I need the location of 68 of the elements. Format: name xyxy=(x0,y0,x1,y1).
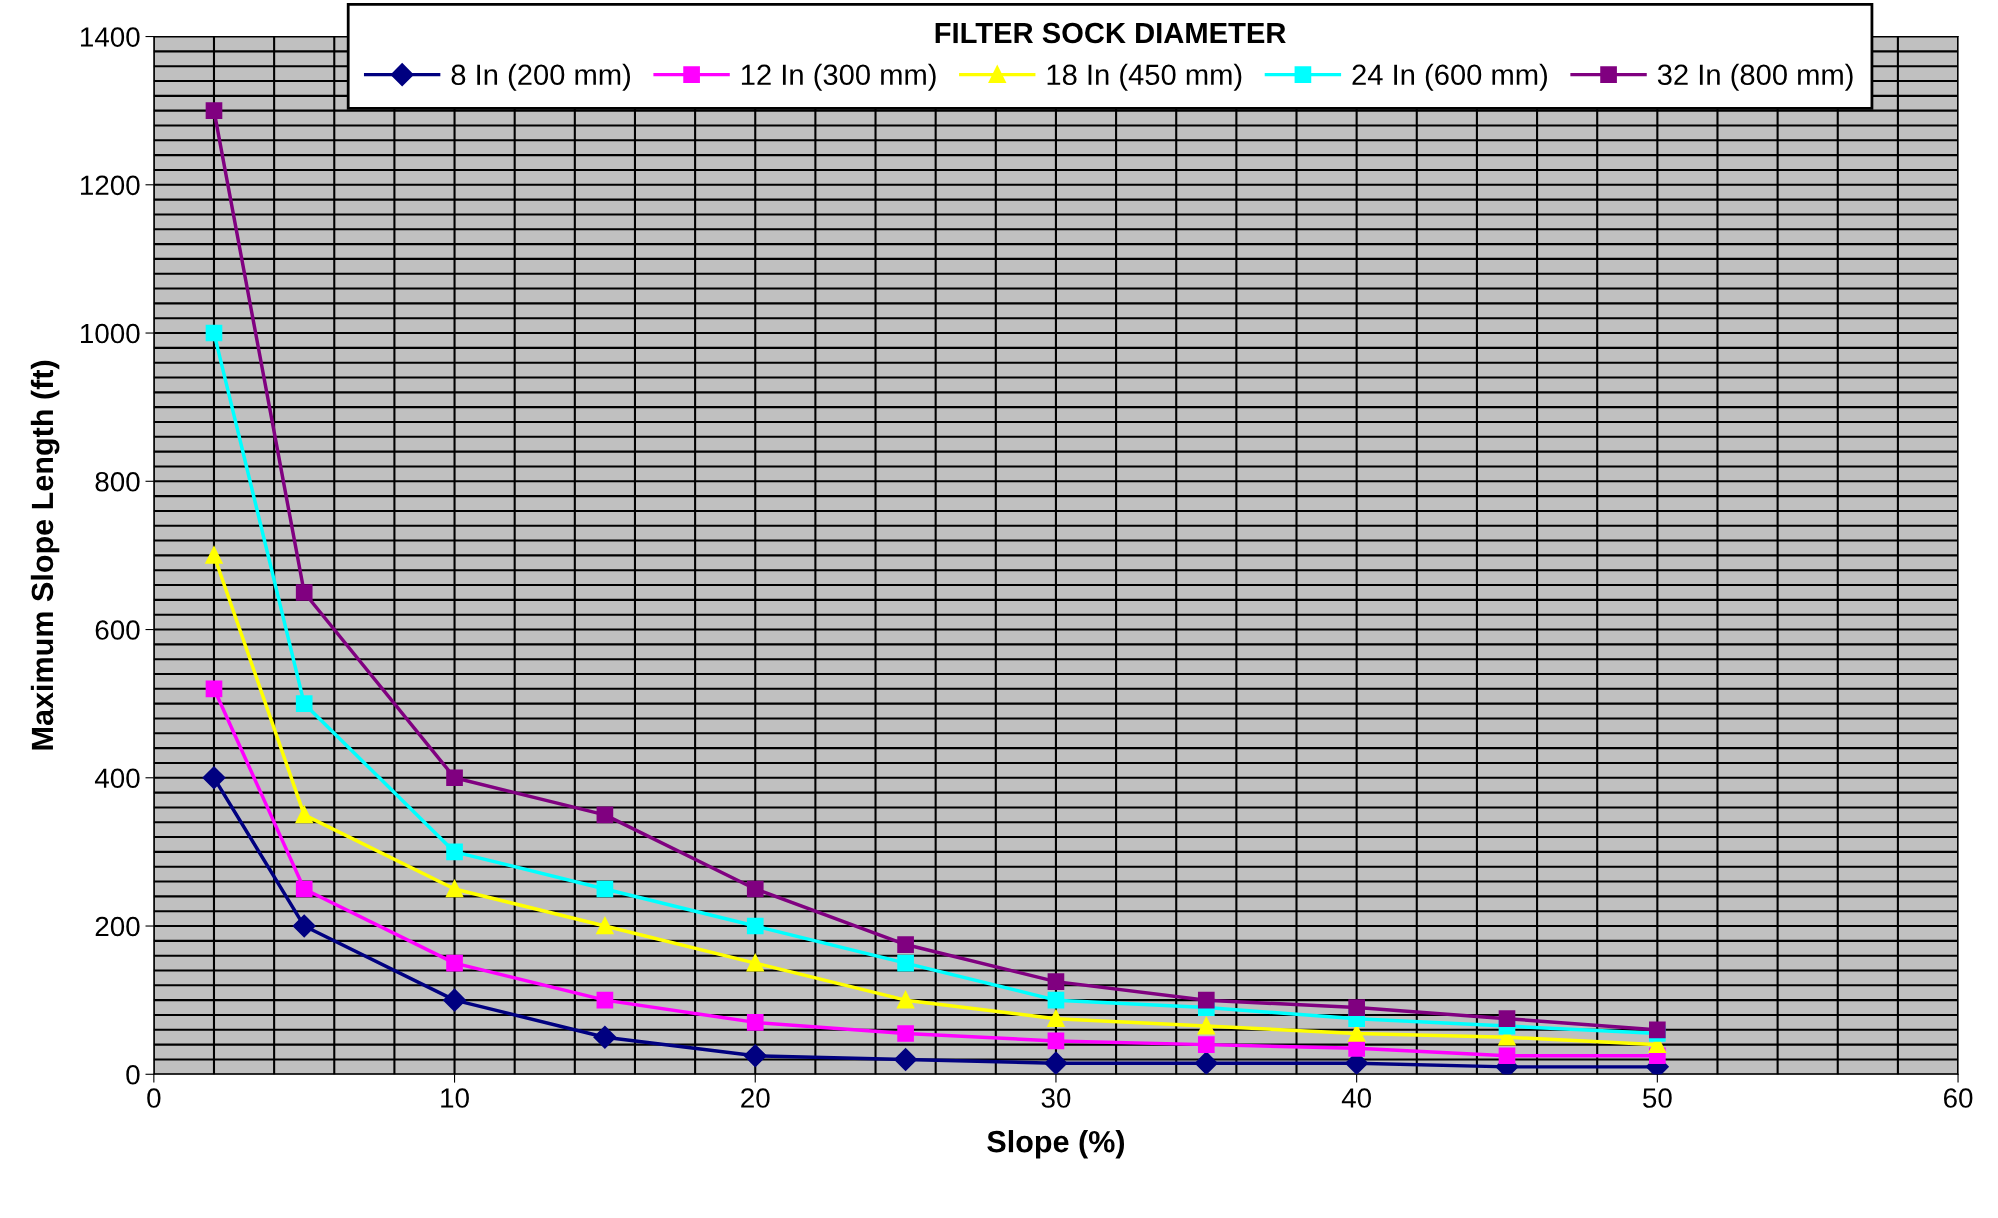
legend-label: 24 In (600 mm) xyxy=(1352,63,1547,91)
point xyxy=(596,917,614,935)
point xyxy=(446,954,463,972)
x-tick-label: 40 xyxy=(1341,1088,1372,1108)
point xyxy=(1047,973,1065,990)
point xyxy=(593,1026,617,1049)
point xyxy=(1197,1017,1215,1035)
point xyxy=(1348,1040,1365,1057)
point xyxy=(295,880,313,898)
point xyxy=(1195,1051,1218,1075)
point xyxy=(295,584,313,601)
legend-label: 8 In (200 mm) xyxy=(451,63,631,91)
point xyxy=(596,991,614,1009)
point xyxy=(1348,999,1365,1016)
legend-title: FILTER SOCK DIAMETER xyxy=(935,22,1286,44)
y-tick-label: 600 xyxy=(95,620,140,640)
point xyxy=(1047,991,1065,1009)
y-tick-label: 800 xyxy=(95,471,140,492)
point xyxy=(202,766,226,789)
point xyxy=(205,680,223,698)
point xyxy=(205,324,223,342)
point xyxy=(1649,1021,1666,1039)
point xyxy=(746,1014,764,1031)
y-axis-title: Maximum Slope Length (ft) xyxy=(30,360,60,750)
y-tick-label: 1000 xyxy=(80,323,140,344)
point xyxy=(897,1025,914,1042)
point xyxy=(1498,1010,1516,1028)
x-tick-label: 60 xyxy=(1944,1088,1973,1108)
point xyxy=(446,769,463,787)
point xyxy=(746,880,764,898)
x-tick-label: 50 xyxy=(1643,1088,1672,1108)
x-tick-label: 10 xyxy=(441,1088,469,1108)
point xyxy=(1348,1025,1365,1042)
point xyxy=(897,936,914,953)
point xyxy=(205,547,223,564)
point xyxy=(746,954,764,972)
point xyxy=(897,954,914,972)
x-tick-label: 0 xyxy=(147,1088,161,1108)
point xyxy=(295,695,313,712)
x-tick-label: 30 xyxy=(1041,1088,1071,1108)
point xyxy=(1197,991,1215,1009)
x-tick-label: 20 xyxy=(741,1088,770,1108)
point xyxy=(1498,1047,1516,1065)
point xyxy=(596,806,614,824)
point xyxy=(1047,1032,1065,1050)
point xyxy=(894,1048,917,1071)
point xyxy=(1047,1010,1065,1028)
point xyxy=(1044,1051,1068,1075)
point xyxy=(746,917,764,935)
y-tick-label: 400 xyxy=(94,768,140,789)
y-tick-label: 1400 xyxy=(80,27,140,47)
point xyxy=(295,804,314,824)
point xyxy=(443,988,466,1012)
legend-label: 18 In (450 mm) xyxy=(1047,63,1242,91)
y-tick-label: 1200 xyxy=(80,175,140,196)
x-axis-title: Slope (%) xyxy=(987,1130,1125,1159)
point xyxy=(446,880,463,898)
point xyxy=(744,1044,767,1067)
point xyxy=(596,880,614,898)
y-tick-label: 200 xyxy=(95,916,140,937)
y-tick-label: 0 xyxy=(126,1064,140,1085)
legend-label: 12 In (300 mm) xyxy=(741,63,936,91)
point xyxy=(446,843,463,861)
point xyxy=(897,991,914,1009)
point xyxy=(292,914,316,938)
legend-label: 32 In (800 mm) xyxy=(1657,63,1853,91)
point xyxy=(1197,1036,1215,1053)
point xyxy=(205,102,223,119)
